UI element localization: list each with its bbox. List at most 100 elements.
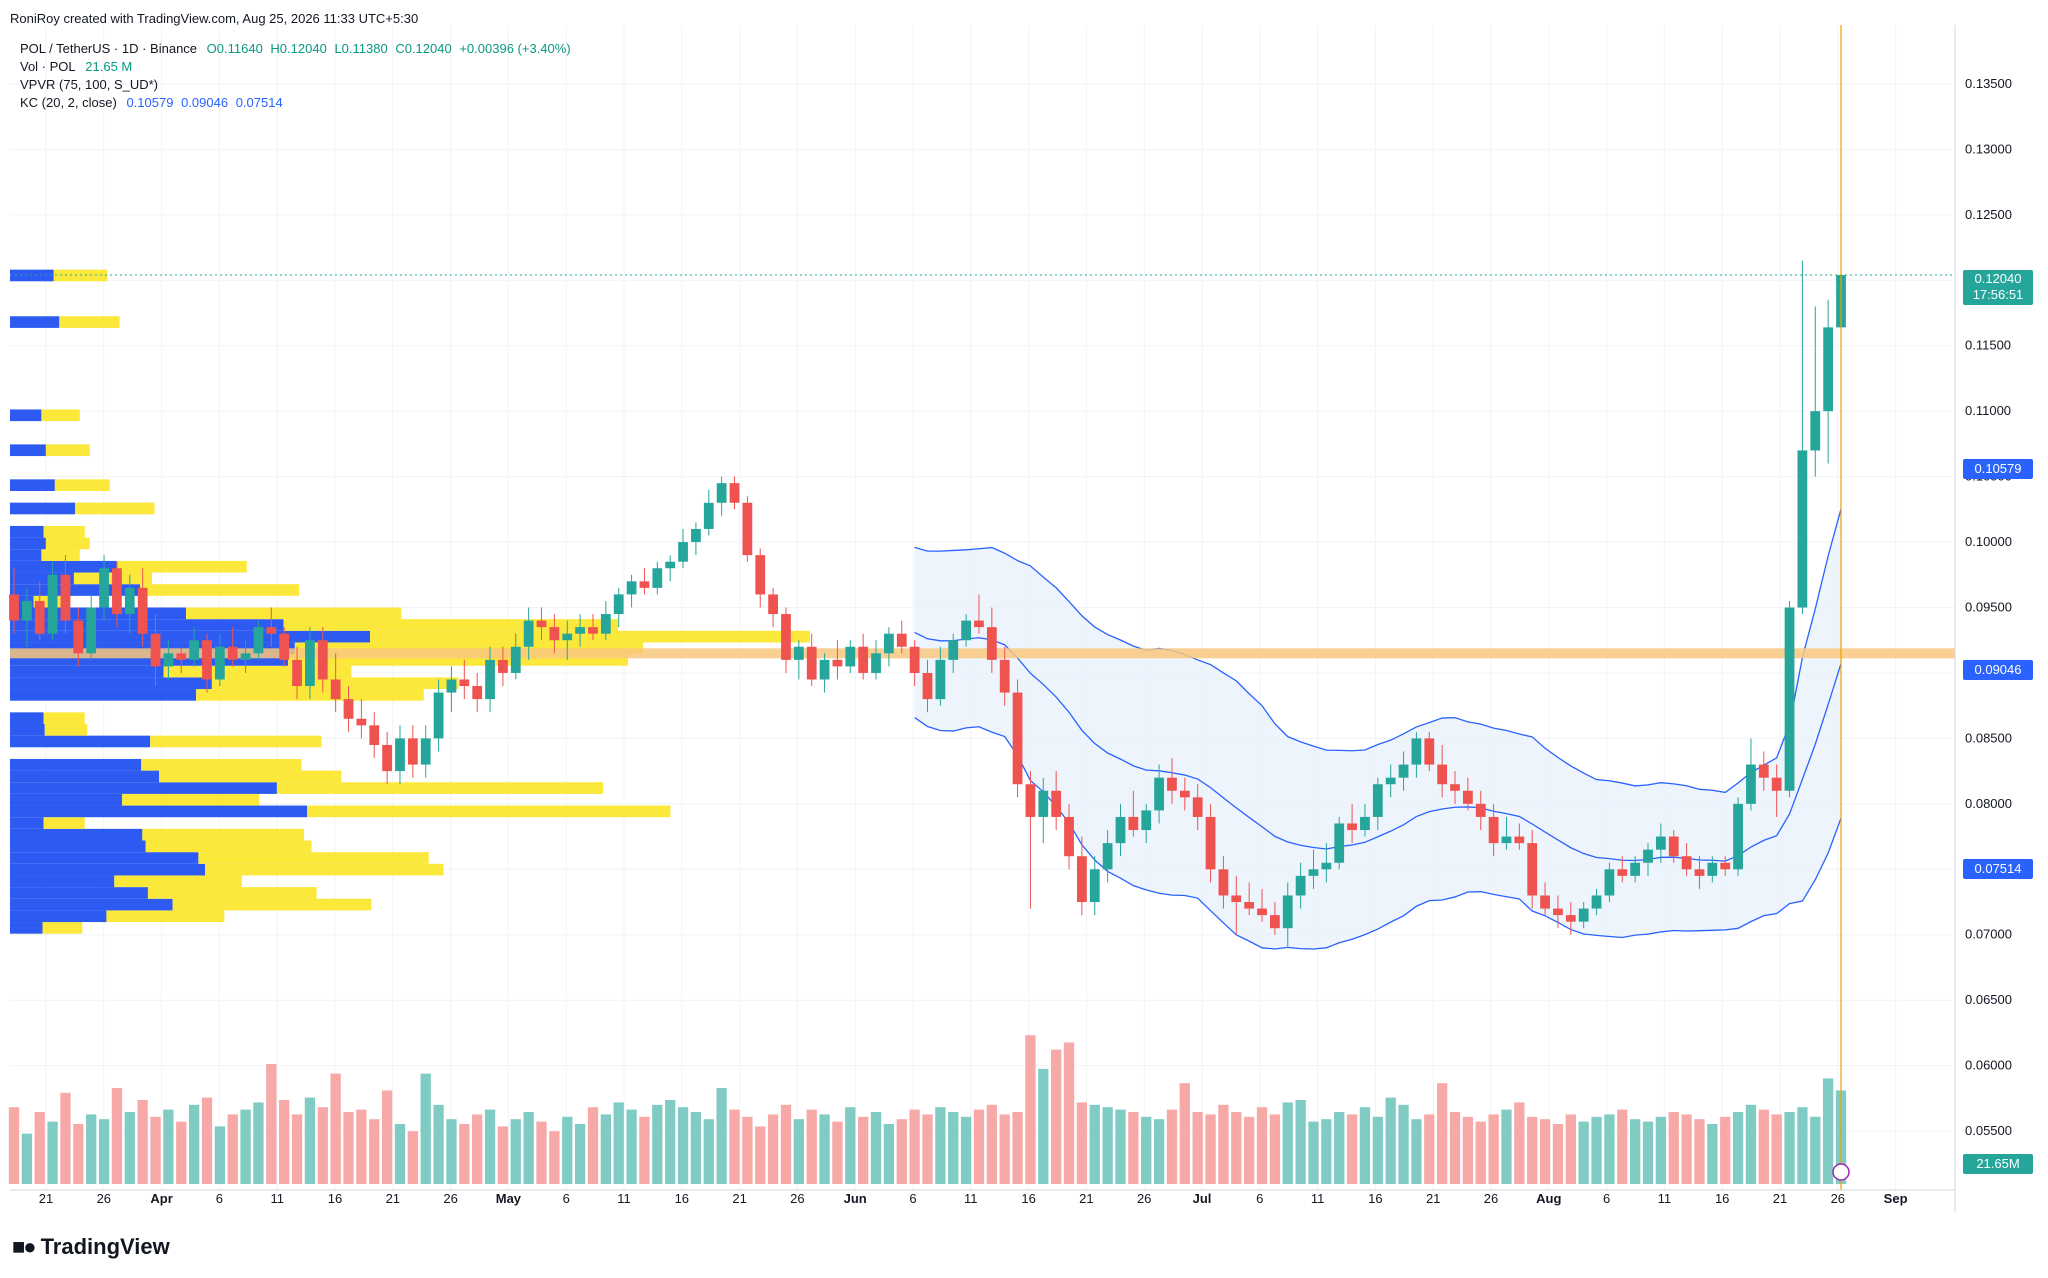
volume-bar [1128, 1112, 1139, 1184]
brand-name: TradingView [40, 1234, 170, 1259]
volume-bar [1604, 1114, 1615, 1184]
candle-body [691, 528, 701, 543]
symbol-legend[interactable]: POL / TetherUS · 1D · Binance O0.11640 H… [20, 40, 575, 58]
vpvr-row-buy [10, 607, 187, 620]
volume-bar [111, 1088, 123, 1184]
candle-body [266, 627, 277, 634]
vpvr-row-sell [276, 782, 604, 794]
vpvr-row-sell [172, 898, 372, 911]
volume-bar [665, 1100, 676, 1184]
vpvr-row-buy [10, 665, 164, 678]
candle-body [1128, 816, 1139, 831]
volume-bar [253, 1102, 264, 1184]
candle-body [446, 679, 457, 693]
time-tick-label: 11 [964, 1191, 978, 1206]
volume-bar [1038, 1068, 1049, 1184]
volume-bar [1681, 1114, 1692, 1184]
volume-bar [1051, 1049, 1062, 1184]
candle-body [1179, 790, 1190, 798]
kc-lower-tag: 0.07514 [1963, 859, 2033, 879]
volume-bar [948, 1112, 959, 1184]
volume-bar [613, 1102, 624, 1184]
vpvr-legend[interactable]: VPVR (75, 100, S_UD*) [20, 76, 164, 94]
candle-body [1565, 915, 1576, 922]
candle-body [1205, 816, 1216, 870]
volume-bar [780, 1104, 792, 1184]
candle-body [1360, 816, 1370, 831]
volume-bar [21, 1133, 33, 1184]
volume-bar [999, 1114, 1010, 1184]
candle-body [292, 659, 302, 687]
vpvr-row-sell [43, 712, 85, 724]
volume-bar [549, 1131, 560, 1184]
volume-bar [1668, 1112, 1679, 1184]
candle-body [1102, 843, 1113, 870]
volume-bar [1655, 1116, 1667, 1184]
candle-body [1591, 895, 1602, 909]
vpvr-row-sell [45, 537, 90, 550]
candle-body [498, 659, 508, 673]
candle-body [214, 646, 225, 680]
volume-label[interactable]: Vol · POL [20, 59, 76, 74]
symbol-name[interactable]: POL / TetherUS · 1D · Binance [20, 41, 198, 56]
candle-body [1488, 816, 1499, 844]
volume-bar [935, 1107, 946, 1184]
vpvr-row-buy [10, 828, 143, 841]
time-tick-label: 21 [1773, 1191, 1787, 1206]
time-tick-label: 26 [1831, 1191, 1845, 1206]
vpvr-row-buy [10, 572, 74, 585]
price-tick-label: 0.11000 [1965, 403, 2011, 418]
time-tick-label: 26 [1484, 1191, 1498, 1206]
volume-bar [163, 1109, 174, 1184]
time-tick-label: 21 [732, 1191, 746, 1206]
vpvr-row-sell [45, 444, 90, 457]
vpvr-row-buy [10, 840, 146, 853]
volume-bar [729, 1109, 740, 1184]
volume-bar [626, 1109, 637, 1184]
kc-fill [914, 509, 1841, 949]
candle-body [858, 646, 869, 673]
price-axis[interactable]: 0.135000.130000.125000.120000.115000.110… [1954, 25, 2012, 1212]
candle-body [1810, 411, 1821, 451]
volume-bar [1346, 1114, 1358, 1184]
candle-body [665, 561, 676, 569]
candle-body [729, 483, 740, 503]
kc-label[interactable]: KC (20, 2, close) [20, 95, 117, 110]
time-tick-label: 21 [386, 1191, 400, 1206]
candle-body [1231, 895, 1242, 903]
candle-body [343, 699, 354, 719]
candle-body [948, 640, 959, 660]
vpvr-row-buy [10, 584, 141, 596]
volume-bar [1256, 1107, 1268, 1184]
price-tick-label: 0.11500 [1965, 338, 2011, 353]
candle-body [150, 633, 161, 667]
vpvr-row-sell [43, 525, 85, 538]
vpvr-label[interactable]: VPVR (75, 100, S_UD*) [20, 77, 159, 92]
candle-body [871, 653, 881, 673]
vpvr-row-sell [150, 735, 322, 748]
volume-bar [1810, 1116, 1821, 1184]
kc-legend[interactable]: KC (20, 2, close) 0.10579 0.09046 0.0751… [20, 94, 287, 112]
candle-body [742, 502, 753, 556]
time-tick-label: 6 [909, 1191, 916, 1206]
volume-bar [1527, 1116, 1538, 1184]
volume-bar [1166, 1109, 1178, 1184]
volume-bar [755, 1126, 766, 1184]
volume-bar [1539, 1119, 1551, 1184]
time-axis[interactable]: 21 26 Apr 6 11 16 21 26 May 6 11 16 21 26 Jun 6 11 16 21 26… [10, 1189, 1955, 1206]
tradingview-logo[interactable]: ■● TradingView [12, 1234, 170, 1260]
candle-body [330, 679, 341, 700]
candle-body [1372, 784, 1383, 817]
candle-body [1038, 790, 1049, 817]
candle-body [433, 692, 444, 739]
vpvr-row-buy [10, 409, 42, 422]
candle-body [832, 659, 843, 667]
volume-bar [652, 1104, 663, 1184]
vpvr-row-buy [10, 770, 160, 783]
volume-bar [845, 1107, 856, 1184]
volume-legend[interactable]: Vol · POL 21.65 M [20, 58, 136, 76]
vpvr-row-sell [198, 852, 429, 864]
candle-body [1308, 869, 1319, 876]
last-price-tag: 0.12040 17:56:51 [1963, 270, 2033, 305]
